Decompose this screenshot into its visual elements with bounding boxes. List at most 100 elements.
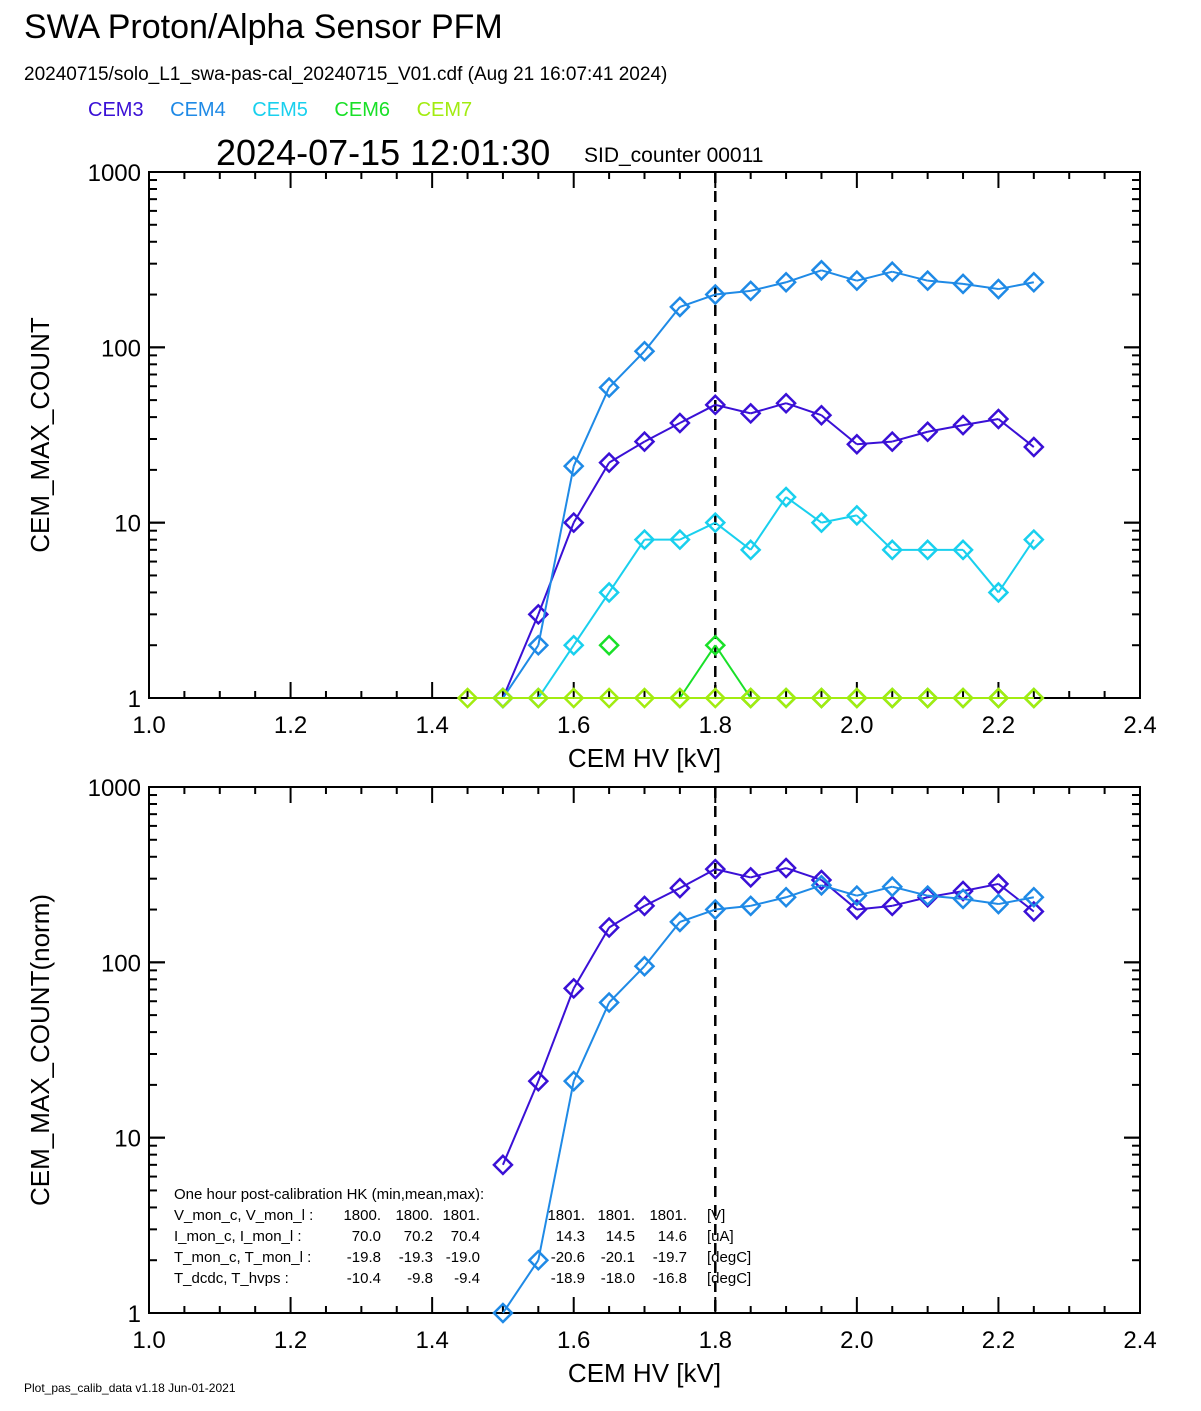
data-point — [739, 895, 762, 917]
x-tick-label: 1.6 — [557, 712, 590, 739]
data-point — [810, 874, 833, 897]
x-tick-label: 2.4 — [1123, 712, 1156, 739]
series-segment — [962, 897, 999, 906]
hk-title: One hour post-calibration HK (min,mean,m… — [174, 1186, 484, 1203]
legend-cem5: CEM5 — [252, 99, 308, 121]
x-tick-label: 1.0 — [132, 712, 165, 739]
file-line: 20240715/solo_L1_swa-pas-cal_20240715_V0… — [24, 64, 668, 85]
hk-value: -18.9 — [551, 1270, 585, 1287]
series-cem3 — [492, 392, 1045, 709]
series-segment — [856, 514, 893, 551]
series-segment — [997, 539, 1035, 593]
hk-row-label: I_mon_c, I_mon_l : — [174, 1228, 302, 1245]
data-point — [669, 877, 691, 899]
series-segment — [572, 926, 610, 989]
axis-ticks — [148, 171, 1141, 699]
y-tick-label: 1 — [128, 1301, 141, 1328]
data-point — [916, 539, 939, 561]
x-tick-label: 2.2 — [982, 712, 1015, 739]
data-point — [669, 296, 691, 318]
hk-value: 70.2 — [404, 1228, 433, 1245]
plot-frame — [148, 171, 1141, 699]
x-tick-label: 1.8 — [699, 712, 732, 739]
data-point — [739, 280, 762, 302]
series-segment — [962, 549, 1000, 594]
x-tick-label: 1.4 — [415, 1327, 448, 1354]
data-point — [916, 269, 939, 292]
y-tick-label: 10 — [114, 1126, 141, 1153]
data-point — [952, 888, 974, 910]
data-point — [562, 687, 585, 709]
data-point — [1023, 886, 1045, 909]
hk-value: 1801. — [547, 1207, 585, 1224]
data-point — [492, 687, 514, 709]
data-point — [881, 430, 904, 453]
main-title: SWA Proton/Alpha Sensor PFM — [24, 8, 503, 46]
data-point — [952, 273, 974, 295]
series-segment — [927, 424, 964, 433]
data-point — [527, 1249, 550, 1271]
series-segment — [643, 306, 681, 352]
series-segment — [927, 279, 964, 285]
x-tick-label: 1.0 — [132, 1327, 165, 1354]
x-tick-label: 1.8 — [699, 1327, 732, 1354]
hk-value: -19.3 — [399, 1249, 433, 1266]
x-axis-label: CEM HV [kV] — [568, 1358, 721, 1388]
data-point — [916, 420, 939, 443]
data-point — [1023, 900, 1045, 923]
data-point — [987, 873, 1010, 895]
hk-value: -19.0 — [446, 1249, 480, 1266]
data-point — [669, 911, 691, 933]
data-point — [952, 539, 974, 561]
hk-value: 1801. — [597, 1207, 635, 1224]
series-segment — [821, 514, 858, 524]
hk-unit: [degC] — [707, 1249, 751, 1266]
legend-cem4: CEM4 — [170, 99, 226, 121]
series-segment — [679, 908, 716, 923]
data-point — [633, 340, 656, 363]
y-axis-label: CEM_MAX_COUNT(norm) — [25, 894, 55, 1206]
data-point — [987, 893, 1010, 915]
data-point — [775, 486, 797, 508]
hk-value: 1801. — [442, 1207, 480, 1224]
data-point — [704, 687, 727, 709]
hk-value: -10.4 — [347, 1270, 381, 1287]
data-point — [775, 886, 797, 909]
data-point — [633, 955, 656, 978]
series-segment — [785, 402, 822, 417]
data-point — [492, 1302, 514, 1324]
series-segment — [679, 293, 716, 308]
hk-value: -19.7 — [653, 1249, 687, 1266]
hk-row-label: T_mon_c, T_mon_l : — [174, 1249, 311, 1266]
data-point — [704, 511, 727, 534]
hk-value: 14.5 — [606, 1228, 635, 1245]
series-segment — [962, 882, 999, 893]
data-point — [633, 528, 656, 551]
timestamp: 2024-07-15 12:01:30 — [216, 132, 551, 173]
data-point — [881, 895, 904, 917]
data-point — [810, 511, 833, 534]
data-point — [916, 687, 939, 709]
data-point — [704, 394, 727, 416]
hk-value: 14.6 — [658, 1228, 687, 1245]
series-segment — [537, 644, 575, 699]
data-point — [987, 687, 1010, 709]
hk-value: -18.0 — [601, 1270, 635, 1287]
series-segment — [502, 613, 540, 699]
y-tick-label: 100 — [101, 950, 141, 977]
series-segment — [749, 496, 787, 551]
hk-value: -9.8 — [407, 1270, 433, 1287]
legend-cem6: CEM6 — [334, 99, 390, 121]
x-axis-label: CEM HV [kV] — [568, 743, 721, 773]
data-point — [881, 875, 904, 898]
series-segment — [927, 894, 964, 900]
series-segment — [715, 289, 751, 296]
data-point — [669, 412, 691, 434]
hk-value: 70.0 — [352, 1228, 381, 1245]
series-segment — [856, 440, 893, 446]
data-point — [881, 260, 904, 283]
hk-summary: One hour post-calibration HK (min,mean,m… — [174, 1186, 751, 1287]
data-point — [846, 504, 868, 527]
data-point — [739, 402, 762, 425]
hk-value: 70.4 — [451, 1228, 480, 1245]
